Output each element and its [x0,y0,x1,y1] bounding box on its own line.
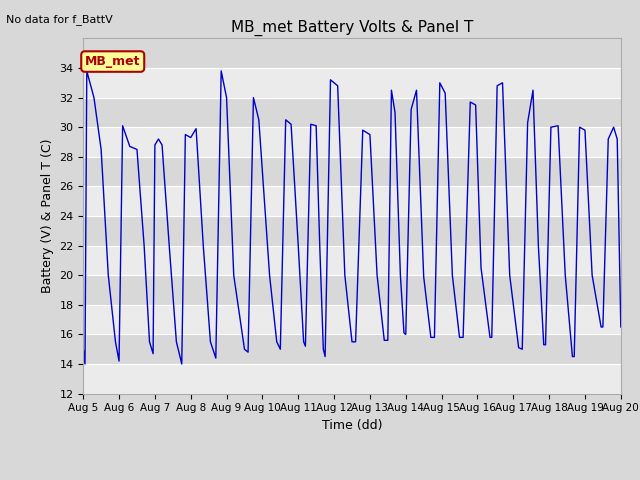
Bar [83,246,621,275]
Text: MB_met: MB_met [85,55,141,68]
Bar [83,305,621,335]
Title: MB_met Battery Volts & Panel T: MB_met Battery Volts & Panel T [231,20,473,36]
Bar [83,186,621,216]
Text: No data for f_BattV: No data for f_BattV [6,14,113,25]
Bar [83,68,621,97]
Bar [83,127,621,157]
Bar [83,364,621,394]
X-axis label: Time (dd): Time (dd) [322,419,382,432]
Y-axis label: Battery (V) & Panel T (C): Battery (V) & Panel T (C) [41,139,54,293]
Legend:  [347,456,357,466]
